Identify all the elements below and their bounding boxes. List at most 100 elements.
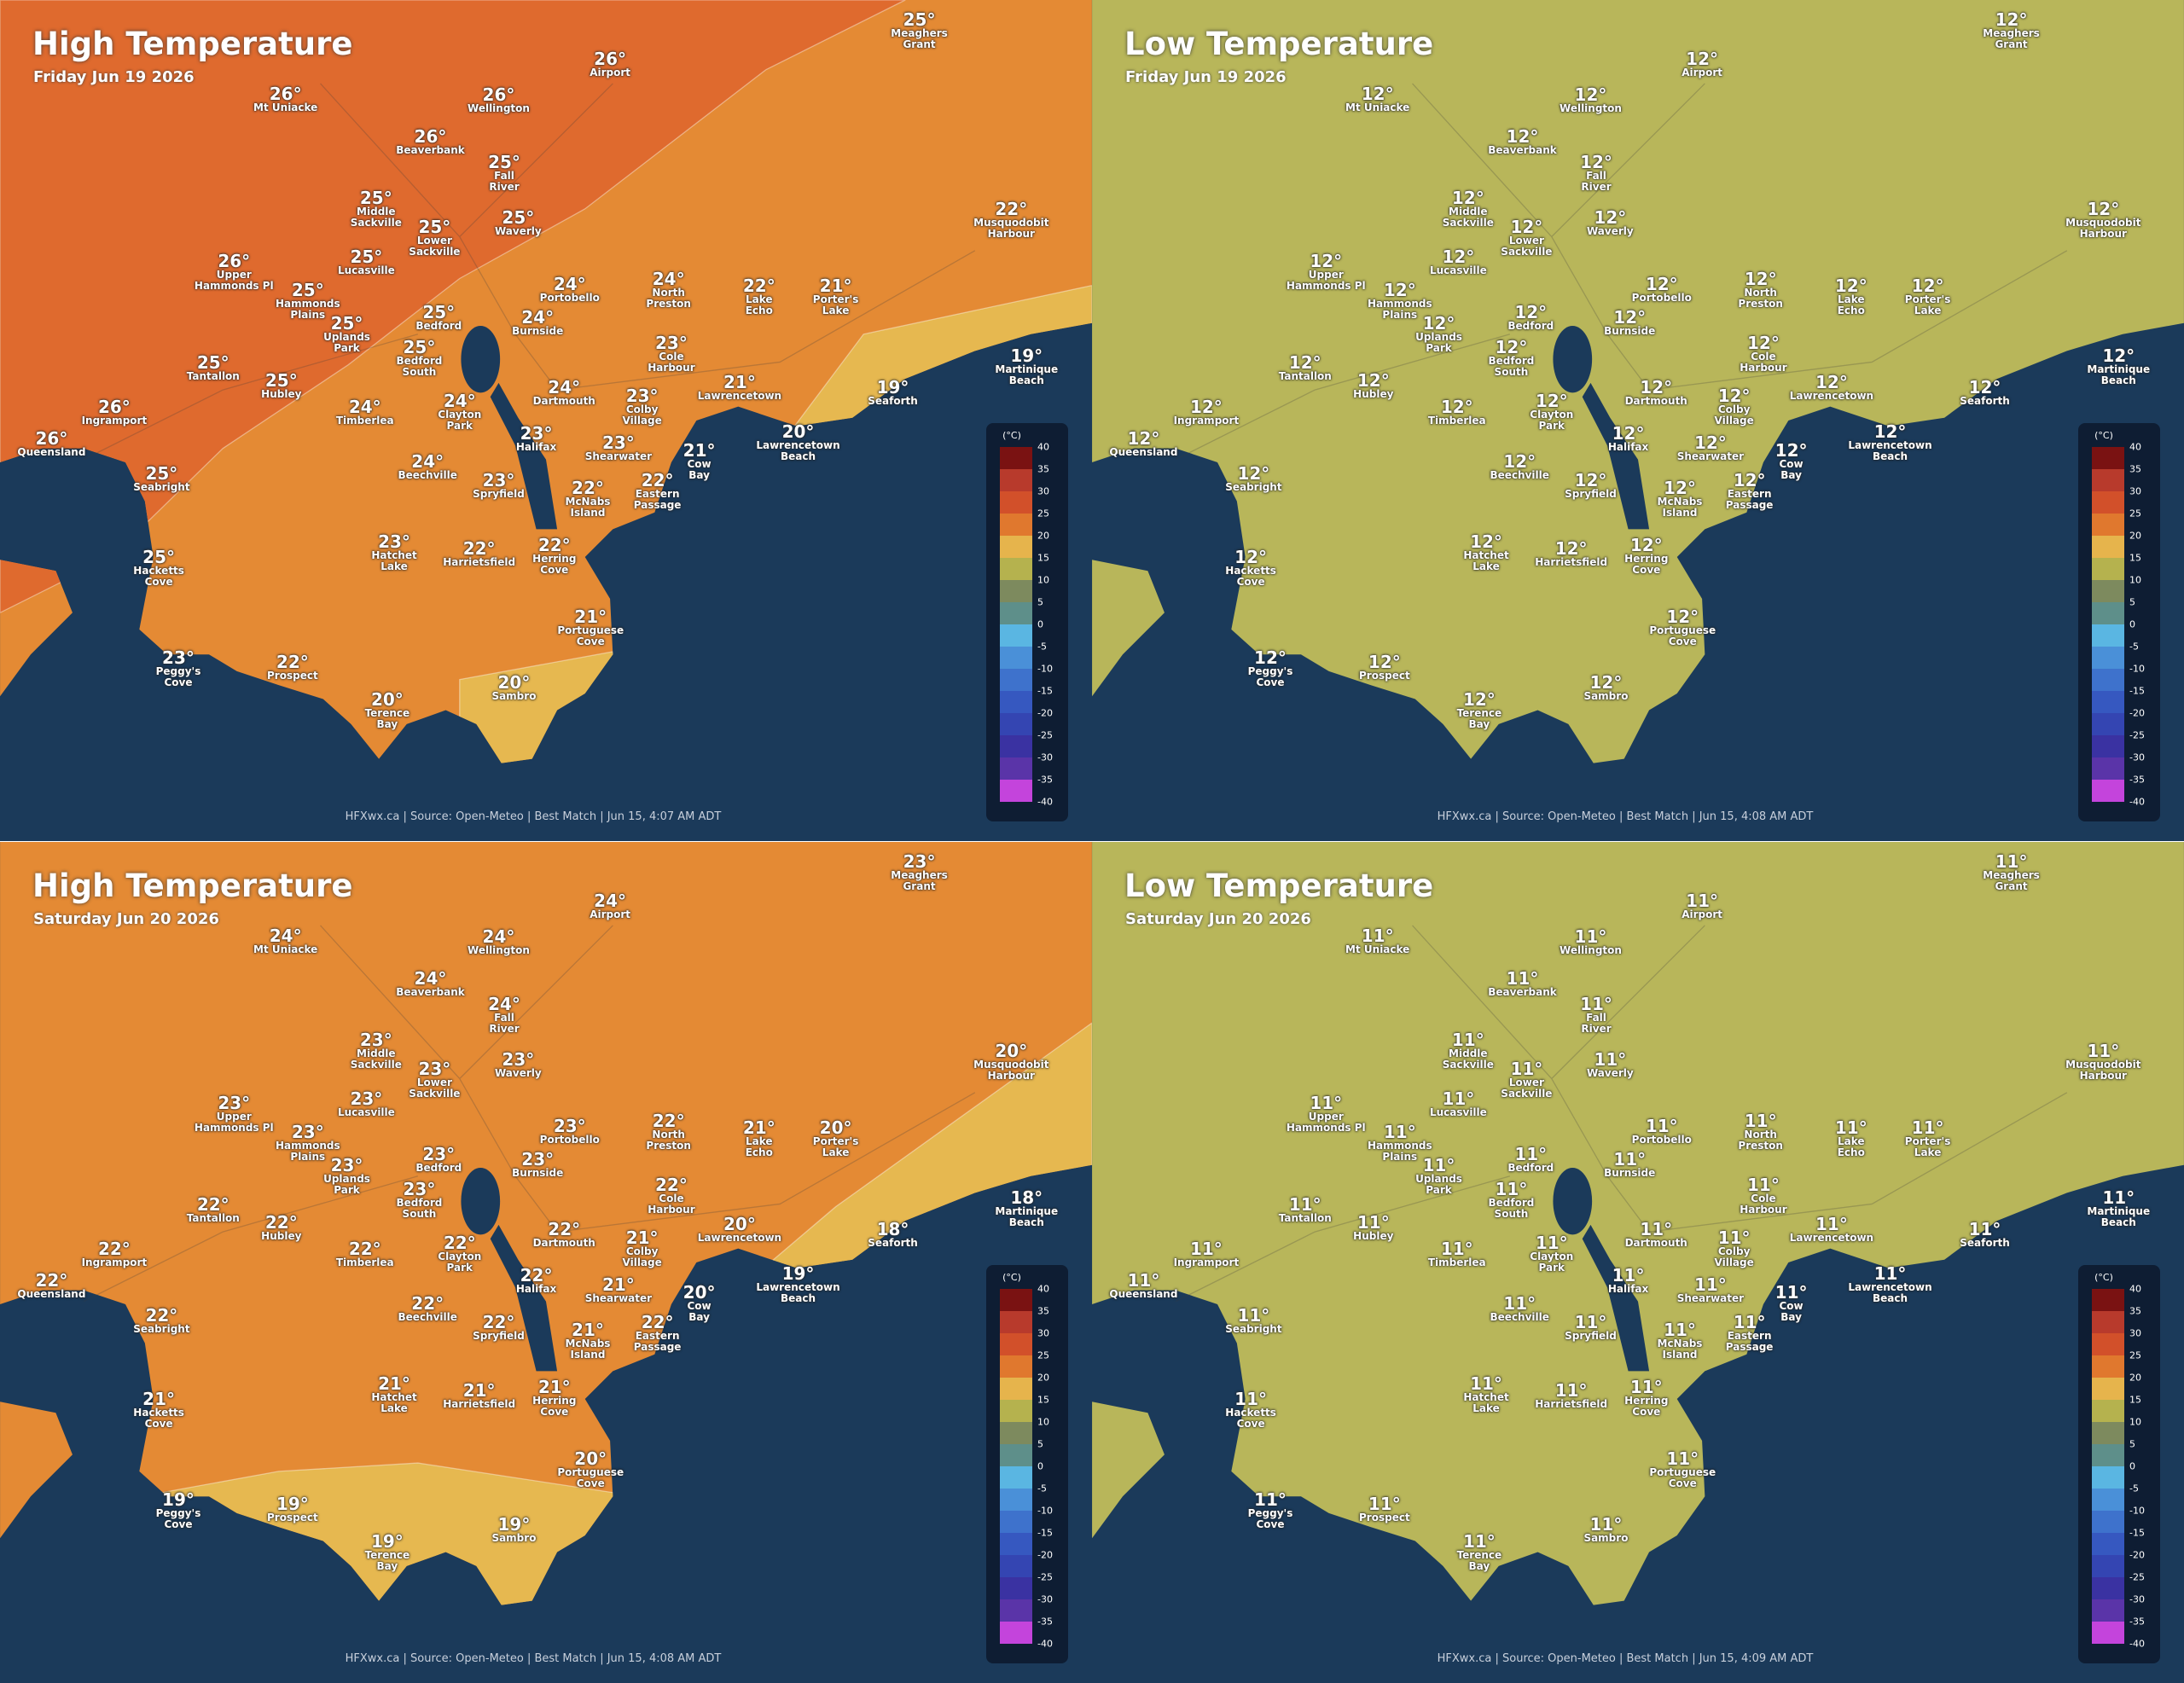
place-name: Prospect [1359, 669, 1410, 682]
temperature: 23° [359, 1030, 392, 1051]
place-label: 11° Ingramport [1174, 1240, 1240, 1268]
legend-band [2092, 1466, 2124, 1489]
map-panel: High Temperature Saturday Jun 20 2026 23° M… [0, 842, 1092, 1683]
temperature: 12° [1911, 275, 1944, 296]
temperature: 12° [1774, 439, 1808, 461]
place-name: Colby Village [622, 1245, 662, 1268]
roads [1175, 925, 2068, 1303]
legend-band [1000, 780, 1032, 802]
legend-tick-label: -5 [1037, 641, 1047, 653]
place-label: 20° Musquodobit Harbour [973, 1042, 1048, 1082]
place-label: 23° Meaghers Grant [891, 853, 948, 892]
temperature: 12° [1686, 48, 1719, 69]
place-name: Burnside [1604, 325, 1656, 338]
place-label: 11° Cole Harbour [1740, 1176, 1786, 1216]
temperature: 19° [370, 1530, 404, 1552]
temperature: 19° [1010, 345, 1043, 366]
legend-tick-label: -5 [2129, 641, 2139, 653]
place-label: 12° Herring Cove [1624, 537, 1668, 576]
place-name: Herring Cove [532, 1394, 577, 1418]
temperature: 12° [1995, 9, 2028, 31]
place-label: 22° North Preston [646, 1112, 691, 1152]
place-label: 12° Hammonds Plains [1368, 281, 1432, 321]
place-name: Sambro [1583, 690, 1629, 703]
place-name: Wellington [468, 944, 530, 957]
place-label: 22° Timberlea [336, 1240, 394, 1268]
legend-tick-label: -35 [2129, 1616, 2145, 1628]
temperature: 12° [1747, 332, 1780, 353]
panel-date: Friday Jun 19 2026 [1125, 68, 1287, 86]
place-name: Middle Sackville [350, 1048, 402, 1071]
place-name: Lawrencetown [1789, 389, 1874, 402]
place-label: 12° Peggy's Cove [1248, 649, 1293, 688]
place-label: 21° Harrietsfield [443, 1382, 515, 1410]
place-name: Cow Bay [1779, 1299, 1804, 1323]
place-label: 11° Halifax [1608, 1267, 1648, 1295]
legend-band [1000, 1466, 1032, 1489]
legend-tick-label: 40 [2129, 1283, 2141, 1295]
legend-band [2092, 1378, 2124, 1400]
place-label: 11° Upper Hammonds Pl [1287, 1094, 1366, 1134]
temperature: 24° [443, 391, 476, 412]
temperature: 12° [1234, 547, 1268, 568]
place-name: Shearwater [584, 450, 653, 463]
temperature: 19° [162, 1489, 195, 1510]
temperature: 24° [411, 450, 444, 472]
place-label: 20° Sambro [491, 674, 536, 702]
panel-title: Low Temperature [1124, 26, 1434, 62]
temperature: 11° [1451, 1030, 1484, 1051]
place-label: 11° Martinique Beach [2087, 1189, 2150, 1228]
place-name: Spryfield [473, 488, 525, 501]
temperature: 12° [1640, 377, 1673, 398]
place-label: 22° Ingramport [82, 1240, 148, 1268]
temperature: 11° [1995, 851, 2028, 873]
temperature: 12° [1554, 538, 1588, 560]
legend-band [1000, 713, 1032, 735]
place-name: Eastern Passage [1725, 488, 1774, 512]
legend-band [2092, 1289, 2124, 1311]
temperature: 20° [819, 1117, 852, 1138]
place-name: Eastern Passage [633, 1330, 682, 1354]
place-label: 11° Meaghers Grant [1983, 853, 2040, 892]
place-name: McNabs Island [565, 1337, 611, 1361]
place-label: 11° Lake Echo [1835, 1119, 1867, 1158]
place-label: 24° Fall River [488, 995, 520, 1035]
place-label: 22° Tantallon [187, 1196, 240, 1224]
place-label: 11° Lucasville [1430, 1090, 1487, 1118]
place-name: Bedford [415, 319, 462, 332]
place-name: Waverly [1586, 224, 1634, 237]
place-name: Burnside [512, 325, 564, 338]
place-label: 23° Lucasville [338, 1090, 395, 1118]
place-name: Cow Bay [687, 457, 712, 481]
temperature: 12° [1442, 246, 1475, 267]
temperature: 11° [2102, 1187, 2135, 1208]
place-name: Portobello [1631, 292, 1692, 305]
place-name: Sambro [491, 690, 537, 703]
place-name: Seaforth [868, 395, 918, 408]
place-name: Peggy's Cove [1247, 664, 1293, 688]
place-label: 21° Lake Echo [743, 1119, 775, 1158]
place-name: Uplands Park [1415, 330, 1462, 354]
place-label: 11° Clayton Park [1530, 1234, 1573, 1274]
place-label: 11° Herring Cove [1624, 1378, 1668, 1418]
place-label: 23° Hatchet Lake [371, 533, 416, 572]
place-name: Terence Bay [364, 1548, 410, 1572]
place-label: 23° Halifax [516, 425, 556, 453]
temperature: 12° [1664, 477, 1696, 498]
place-name: Halifax [1607, 440, 1649, 453]
temperature: 25° [359, 188, 392, 209]
place-label: 24° Timberlea [336, 398, 394, 427]
place-name: Seabright [1225, 481, 1282, 494]
place-label: 22° Spryfield [473, 1314, 525, 1342]
temperature: 22° [572, 477, 604, 498]
place-name: Middle Sackville [1442, 206, 1494, 229]
legend-band [2092, 1444, 2124, 1466]
temperature: 11° [1383, 1121, 1416, 1142]
place-name: Ingramport [81, 1256, 148, 1268]
temperature: 11° [1664, 1319, 1696, 1340]
temperature: 12° [1506, 126, 1539, 148]
temperature: 25° [291, 279, 324, 300]
place-name: Prospect [267, 1511, 318, 1523]
temperature: 24° [488, 993, 520, 1014]
place-name: Airport [1682, 908, 1722, 920]
